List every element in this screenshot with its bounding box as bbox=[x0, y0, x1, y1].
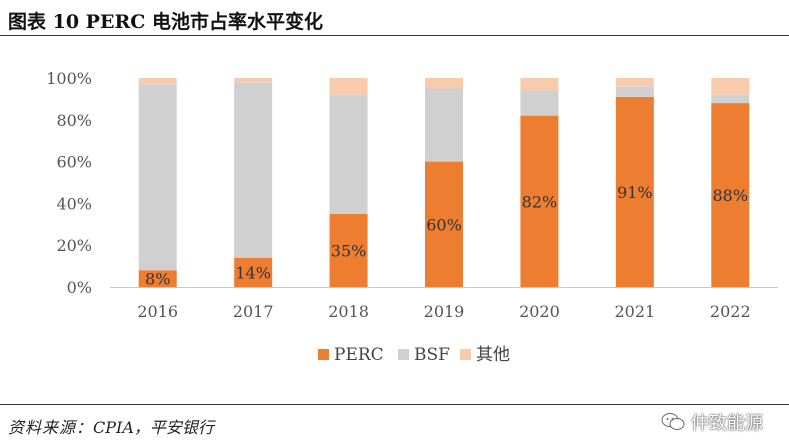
y-tick-label: 20% bbox=[56, 236, 92, 255]
x-tick-label: 2016 bbox=[137, 302, 178, 321]
stacked-bar-chart: 0% 20% 40% 60% 80% 100% 8% 2016 14% 2017 35% 2018 60… bbox=[46, 69, 778, 365]
legend-swatch-other bbox=[460, 349, 471, 360]
x-tick-label: 2020 bbox=[519, 302, 560, 321]
data-label-perc-2021: 91% bbox=[617, 183, 653, 202]
bar-perc-2018 bbox=[329, 213, 368, 287]
data-label-perc-2018: 35% bbox=[331, 241, 367, 260]
source-label: 资料来源： bbox=[8, 418, 94, 437]
y-tick-label: 40% bbox=[56, 194, 92, 213]
data-label-perc-2022: 88% bbox=[713, 186, 749, 205]
legend-swatch-perc bbox=[318, 349, 329, 360]
bar-other-2016 bbox=[138, 78, 177, 85]
data-label-perc-2016: 8% bbox=[145, 270, 170, 289]
bar-perc-2022 bbox=[711, 103, 750, 287]
bar-bsf-2019 bbox=[425, 88, 463, 162]
y-tick-label: 100% bbox=[46, 69, 92, 88]
source-note: 资料来源：CPIA，平安银行 bbox=[8, 414, 214, 438]
legend-label-perc: PERC bbox=[334, 345, 384, 365]
figure-footer: 资料来源：CPIA，平安银行 仲致能源 bbox=[0, 404, 789, 442]
source-text: CPIA，平安银行 bbox=[93, 418, 214, 437]
bar-other-2021 bbox=[615, 78, 654, 87]
data-label-perc-2020: 82% bbox=[522, 192, 558, 211]
y-tick-label: 0% bbox=[67, 278, 92, 297]
legend-swatch-bsf bbox=[398, 349, 409, 360]
bar-bsf-2021 bbox=[615, 86, 654, 97]
figure-header: 图表 10 PERC 电池市占率水平变化 bbox=[0, 0, 789, 36]
x-tick-label: 2021 bbox=[614, 302, 655, 321]
bar-other-2017 bbox=[234, 78, 273, 83]
bar-other-2019 bbox=[425, 78, 463, 89]
header-divider bbox=[0, 35, 789, 36]
bar-bsf-2020 bbox=[520, 90, 559, 116]
bar-bsf-2017 bbox=[234, 82, 273, 258]
data-label-perc-2019: 60% bbox=[426, 215, 462, 234]
x-tick-label: 2022 bbox=[710, 302, 751, 321]
bar-perc-2020 bbox=[520, 115, 559, 288]
bar-perc-2017 bbox=[234, 257, 273, 287]
legend-label-other: 其他 bbox=[476, 345, 510, 365]
bar-perc-2021 bbox=[615, 96, 654, 287]
y-tick-label: 60% bbox=[56, 153, 92, 172]
footer-divider bbox=[0, 404, 789, 405]
x-tick-label: 2019 bbox=[424, 302, 465, 321]
watermark: 仲致能源 bbox=[661, 409, 763, 435]
bar-perc-2016 bbox=[138, 270, 177, 287]
bar-other-2020 bbox=[520, 78, 559, 91]
bar-bsf-2016 bbox=[138, 84, 177, 271]
wechat-icon bbox=[661, 413, 685, 430]
bar-perc-2019 bbox=[425, 161, 463, 287]
y-tick-label: 80% bbox=[56, 111, 92, 130]
bar-bsf-2022 bbox=[711, 94, 750, 104]
data-label-perc-2017: 14% bbox=[235, 263, 271, 282]
bar-other-2018 bbox=[329, 78, 368, 95]
legend-label-bsf: BSF bbox=[414, 345, 450, 365]
bar-bsf-2018 bbox=[329, 94, 368, 214]
watermark-text: 仲致能源 bbox=[691, 413, 763, 434]
figure-title: 图表 10 PERC 电池市占率水平变化 bbox=[8, 11, 323, 33]
x-tick-label: 2017 bbox=[233, 302, 274, 321]
x-tick-label: 2018 bbox=[328, 302, 369, 321]
bar-other-2022 bbox=[711, 78, 750, 95]
